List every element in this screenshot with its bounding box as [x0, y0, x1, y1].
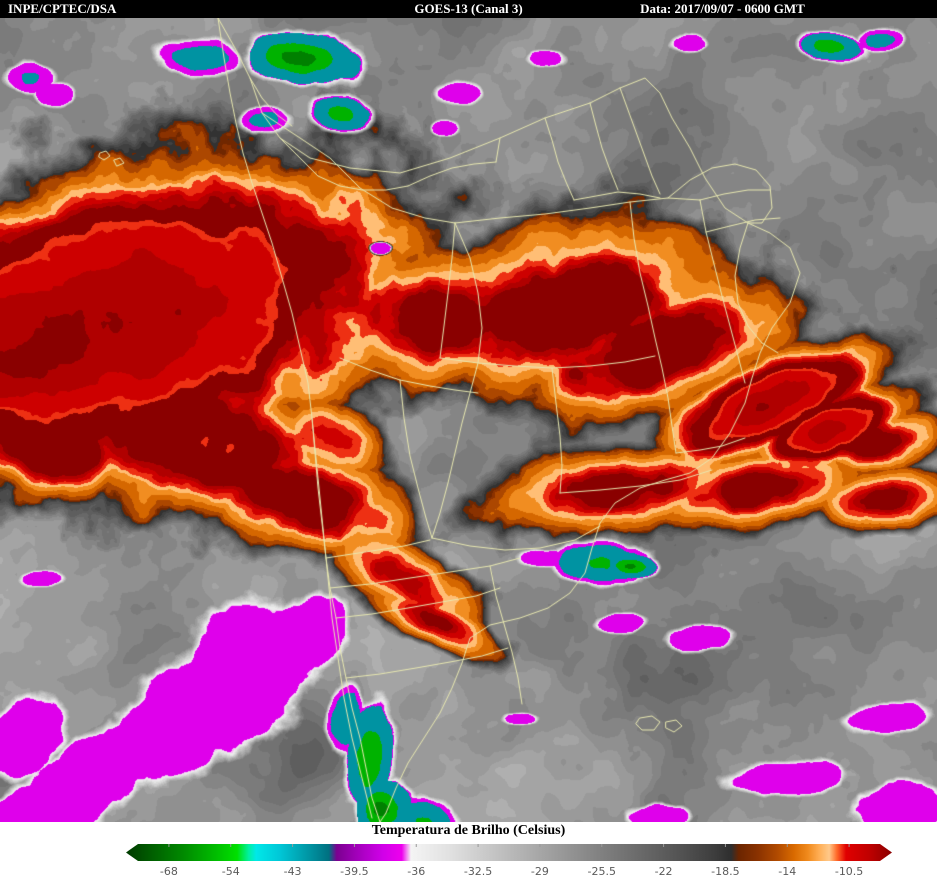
header-institution: INPE/CPTEC/DSA: [8, 1, 117, 16]
colorbar-tick-label: -39.5: [340, 865, 368, 877]
header-satellite: GOES-13 (Canal 3): [414, 1, 523, 16]
colorbar-tick-label: -68: [160, 865, 178, 877]
colorbar-svg: -68 -54 -43 -39.5 -36 -32.5 -29 -25.5 -22 -18.5 -1…: [126, 844, 892, 877]
colorbar-gradient: [126, 844, 892, 861]
header-bar: INPE/CPTEC/DSA GOES-13 (Canal 3) Data: 2…: [0, 0, 937, 18]
colorbar-tick-label: -43: [284, 865, 302, 877]
colorbar-tick-label: -29: [531, 865, 549, 877]
colorbar-tick-label: -22: [655, 865, 673, 877]
colorbar-tick-label: -25.5: [588, 865, 616, 877]
colorbar-title: Temperatura de Brilho (Celsius): [371, 823, 566, 838]
colorbar-tick-label: -36: [407, 865, 425, 877]
colorbar-tick-label: -54: [222, 865, 240, 877]
header-datetime: Data: 2017/09/07 - 0600 GMT: [640, 1, 805, 16]
colorbar-tick-label: -18.5: [711, 865, 739, 877]
colorbar-legend: Temperatura de Brilho (Celsius) -68 -54 -4…: [0, 822, 937, 877]
colorbar-tick-label: -32.5: [464, 865, 492, 877]
satellite-imagery-canvas: [0, 18, 937, 822]
satellite-image-area: [0, 18, 937, 822]
colorbar-tick-label: -14: [778, 865, 796, 877]
colorbar-tick-label: -10.5: [835, 865, 863, 877]
